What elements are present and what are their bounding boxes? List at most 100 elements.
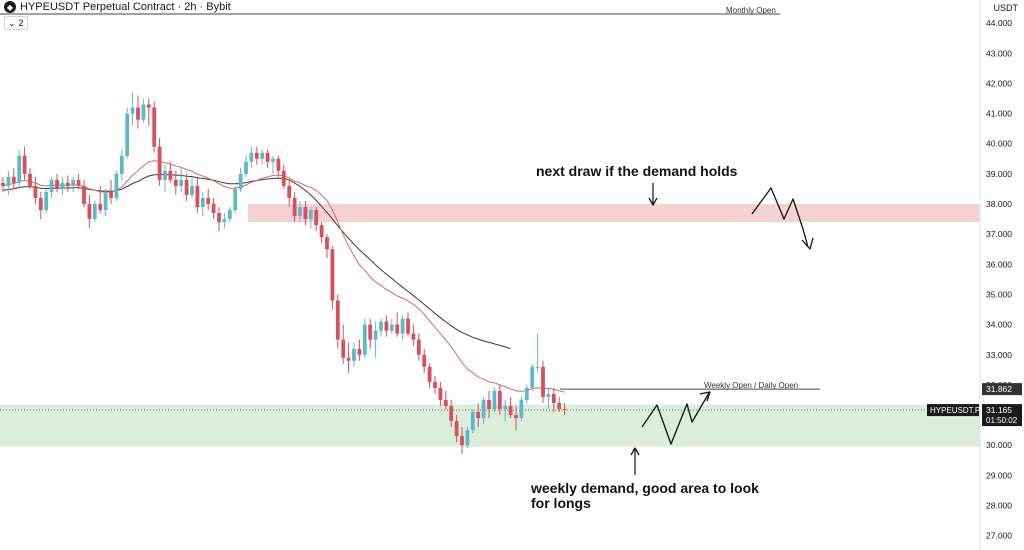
supply-zone[interactable]: [248, 204, 980, 223]
candle[interactable]: [217, 207, 221, 232]
candle[interactable]: [411, 324, 416, 346]
candle[interactable]: [400, 315, 405, 340]
demand-zone[interactable]: [0, 404, 980, 447]
candle[interactable]: [281, 164, 286, 189]
candle[interactable]: [238, 167, 243, 192]
candle[interactable]: [1, 176, 5, 192]
candle[interactable]: [330, 246, 335, 310]
candle[interactable]: [373, 321, 378, 358]
candle[interactable]: [136, 95, 140, 129]
candle[interactable]: [395, 312, 400, 337]
candle[interactable]: [443, 390, 448, 410]
candle[interactable]: [109, 179, 113, 204]
candle[interactable]: [38, 191, 43, 220]
candle[interactable]: [454, 415, 459, 443]
candle[interactable]: [357, 339, 362, 361]
candle[interactable]: [379, 318, 383, 337]
candle[interactable]: [44, 188, 49, 214]
candle[interactable]: [163, 164, 167, 192]
candle[interactable]: [227, 207, 232, 223]
indicators-toggle[interactable]: ⌄ 2: [4, 16, 28, 30]
candle[interactable]: [562, 402, 567, 416]
candle[interactable]: [28, 167, 32, 189]
candle[interactable]: [249, 146, 254, 168]
candle[interactable]: [92, 200, 97, 223]
candle[interactable]: [530, 363, 535, 391]
candle[interactable]: [406, 312, 410, 337]
candle[interactable]: [308, 207, 313, 229]
candle[interactable]: [535, 333, 540, 373]
candle[interactable]: [173, 170, 178, 195]
candle[interactable]: [87, 194, 92, 229]
candle[interactable]: [49, 176, 54, 198]
candle[interactable]: [487, 390, 491, 419]
candle[interactable]: [508, 396, 513, 419]
candle[interactable]: [22, 146, 27, 180]
candle[interactable]: [200, 191, 205, 217]
candle[interactable]: [17, 149, 22, 186]
candle[interactable]: [368, 318, 373, 349]
candle[interactable]: [557, 396, 562, 413]
candle[interactable]: [254, 146, 259, 165]
candle[interactable]: [287, 179, 292, 208]
candle[interactable]: [460, 427, 464, 455]
candle[interactable]: [416, 333, 421, 361]
candle[interactable]: [125, 107, 130, 159]
candle[interactable]: [492, 387, 497, 413]
candle[interactable]: [362, 318, 367, 358]
candle[interactable]: [314, 207, 319, 232]
candle[interactable]: [271, 155, 275, 174]
candle[interactable]: [146, 98, 151, 126]
candle[interactable]: [546, 387, 551, 410]
candle[interactable]: [33, 176, 38, 204]
candle[interactable]: [427, 363, 432, 388]
candle[interactable]: [514, 406, 518, 431]
candle[interactable]: [222, 213, 227, 229]
candle[interactable]: [211, 197, 216, 220]
candle[interactable]: [346, 342, 351, 373]
candle[interactable]: [433, 375, 437, 394]
candle[interactable]: [341, 324, 346, 364]
candle[interactable]: [497, 384, 502, 416]
candle[interactable]: [260, 149, 265, 165]
candle[interactable]: [76, 173, 81, 189]
candle[interactable]: [195, 176, 200, 214]
candle[interactable]: [476, 402, 481, 428]
candle[interactable]: [292, 191, 297, 223]
candle[interactable]: [190, 176, 194, 198]
candle[interactable]: [303, 200, 308, 226]
candle[interactable]: [352, 342, 356, 367]
candle[interactable]: [184, 173, 189, 201]
candle[interactable]: [422, 348, 427, 373]
candle[interactable]: [71, 176, 76, 192]
candle[interactable]: [389, 318, 394, 334]
candle[interactable]: [524, 384, 529, 403]
candle[interactable]: [470, 409, 475, 434]
candle[interactable]: [6, 170, 11, 195]
candle[interactable]: [114, 170, 119, 201]
candle[interactable]: [325, 234, 329, 259]
candle[interactable]: [384, 315, 389, 337]
candle[interactable]: [465, 427, 470, 449]
candle[interactable]: [244, 155, 248, 177]
candle[interactable]: [152, 101, 157, 153]
candle[interactable]: [449, 399, 454, 428]
candle[interactable]: [141, 98, 146, 123]
candle[interactable]: [98, 185, 103, 214]
candle[interactable]: [265, 149, 270, 168]
candle[interactable]: [541, 360, 545, 403]
candle[interactable]: [65, 175, 70, 192]
candle[interactable]: [319, 222, 324, 244]
candle[interactable]: [168, 161, 173, 183]
candle[interactable]: [438, 381, 443, 407]
candle[interactable]: [55, 173, 59, 192]
candle[interactable]: [103, 188, 108, 217]
candle[interactable]: [519, 396, 524, 422]
candle[interactable]: [179, 167, 184, 192]
candle[interactable]: [298, 200, 302, 223]
candle[interactable]: [233, 185, 238, 214]
candle[interactable]: [82, 179, 86, 208]
candle[interactable]: [119, 149, 124, 180]
candle[interactable]: [551, 387, 556, 413]
